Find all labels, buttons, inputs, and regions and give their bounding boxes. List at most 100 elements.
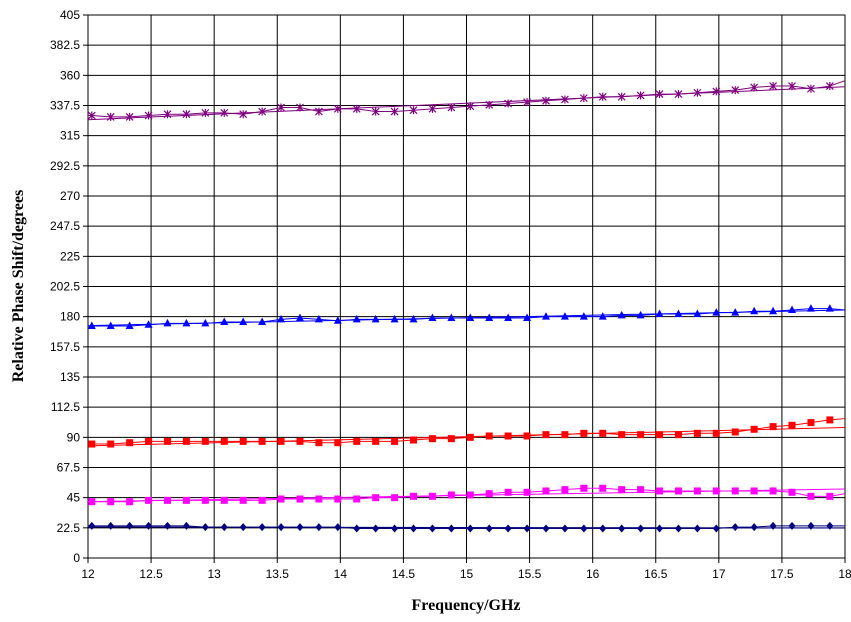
data-point (353, 495, 361, 503)
x-tick-labels: 12 12.5 13 13.5 14 14.5 15 15.5 16 16.5 17 17.5 18 (81, 567, 851, 581)
data-point (277, 314, 286, 323)
data-point (580, 524, 588, 533)
data-point (201, 108, 210, 117)
data-point (163, 437, 171, 445)
data-point (560, 312, 569, 320)
data-point (353, 437, 361, 445)
data-point (712, 524, 720, 533)
data-point (145, 521, 153, 530)
series-group (87, 80, 846, 533)
data-point (106, 112, 115, 121)
data-point (315, 523, 323, 532)
data-point (750, 425, 758, 433)
y-tick-label: 337.5 (50, 99, 80, 113)
data-point (201, 523, 209, 532)
data-point (731, 86, 740, 95)
series-line (88, 308, 846, 327)
data-point (353, 524, 361, 533)
data-point (618, 524, 626, 533)
data-point (598, 92, 607, 101)
data-point (731, 428, 739, 436)
data-point (617, 92, 626, 101)
data-point (560, 95, 569, 104)
data-point (674, 431, 682, 439)
y-tick-label: 382.5 (50, 38, 80, 52)
data-point (485, 490, 493, 498)
data-point (636, 91, 645, 100)
y-tick-labels: 0 22.5 45 67.5 90 112.5 135 157.5 180 202.5 225 247… (50, 8, 80, 565)
x-tick-label: 18 (838, 567, 851, 581)
data-point (220, 496, 228, 504)
data-point (201, 437, 209, 445)
data-point (352, 104, 361, 113)
data-point (296, 523, 304, 532)
data-point (428, 492, 436, 500)
data-point (182, 437, 190, 445)
data-point (106, 321, 115, 330)
data-point (239, 496, 247, 504)
data-point (712, 308, 721, 316)
data-point (125, 321, 134, 330)
data-point (391, 494, 399, 502)
data-point (258, 523, 266, 532)
data-point (656, 487, 664, 495)
data-point (277, 437, 285, 445)
data-point (447, 524, 455, 533)
y-tick-label: 157.5 (50, 340, 80, 354)
data-point (656, 431, 664, 439)
data-point (107, 521, 115, 530)
x-tick-label: 16 (586, 567, 600, 581)
data-point (239, 523, 247, 532)
data-point (410, 436, 418, 444)
data-point (315, 495, 323, 503)
data-point (769, 521, 777, 530)
data-point (579, 312, 588, 320)
data-point (372, 524, 380, 533)
data-point (314, 314, 323, 323)
data-point (617, 310, 626, 319)
data-point (561, 486, 569, 494)
data-point (409, 314, 418, 323)
data-point (201, 496, 209, 504)
data-point (220, 437, 228, 445)
series-1 (87, 80, 846, 121)
data-point (239, 437, 247, 445)
data-point (391, 524, 399, 533)
data-point (825, 304, 834, 312)
data-point (125, 112, 134, 121)
x-tick-label: 14.5 (392, 567, 416, 581)
data-point (277, 495, 285, 503)
data-point (371, 314, 380, 323)
y-tick-label: 315 (60, 129, 80, 143)
data-point (182, 318, 191, 327)
data-point (674, 524, 682, 533)
data-point (523, 432, 531, 440)
y-tick-label: 45 (67, 491, 81, 505)
x-tick-label: 14 (334, 567, 348, 581)
data-point (579, 94, 588, 103)
data-point (296, 495, 304, 503)
data-point (523, 313, 532, 322)
y-tick-label: 202.5 (50, 280, 80, 294)
data-point (428, 104, 437, 113)
data-point (163, 110, 172, 119)
data-point (731, 487, 739, 495)
data-point (239, 317, 248, 326)
data-point (466, 491, 474, 499)
data-point (750, 487, 758, 495)
y-tick-label: 90 (67, 430, 81, 444)
series-trendline (87, 86, 846, 121)
data-point (807, 521, 815, 530)
data-point (731, 308, 740, 316)
y-tick-label: 135 (60, 370, 80, 384)
data-point (87, 111, 96, 120)
data-point (599, 524, 607, 533)
data-point (145, 437, 153, 445)
data-point (712, 487, 720, 495)
data-point (674, 309, 683, 317)
data-point (258, 107, 267, 116)
data-point (750, 83, 759, 92)
x-axis-title: Frequency/GHz (411, 597, 520, 614)
data-point (750, 306, 759, 315)
